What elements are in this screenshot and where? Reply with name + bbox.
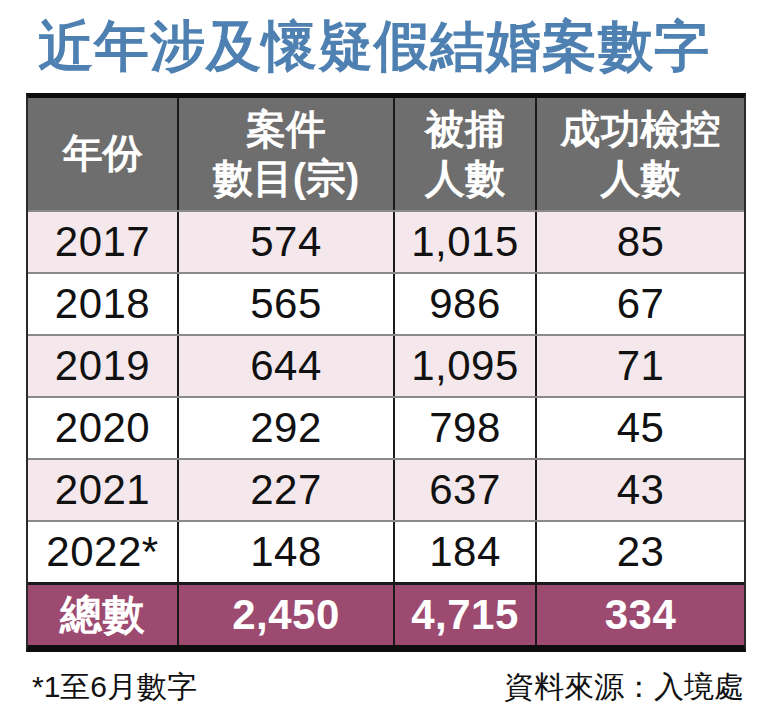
prosecuted-cell: 45 [537,398,744,458]
total-arrested: 4,715 [395,585,537,645]
infographic-page: 近年涉及懷疑假結婚案數字 年份 案件 數目(宗) 被捕 人數 成功檢控 人數 2… [0,0,772,720]
cases-cell: 565 [179,274,395,334]
table-row-2017: 2017 574 1,015 85 [28,210,744,272]
table-total-row: 總數 2,450 4,715 334 [28,582,744,645]
header-arrested: 被捕 人數 [395,98,537,210]
header-year-label: 年份 [63,129,143,178]
year-cell: 2021 [28,460,179,520]
cases-cell: 227 [179,460,395,520]
arrested-cell: 1,095 [395,336,537,396]
prosecuted-cell: 71 [537,336,744,396]
header-prosecuted-line2: 人數 [601,154,681,203]
prosecuted-cell: 85 [537,212,744,272]
cases-cell: 292 [179,398,395,458]
cases-cell: 644 [179,336,395,396]
table-header-row: 年份 案件 數目(宗) 被捕 人數 成功檢控 人數 [28,98,744,210]
header-arrested-line2: 人數 [425,154,505,203]
header-arrested-line1: 被捕 [425,105,505,154]
total-cases: 2,450 [179,585,395,645]
header-prosecuted: 成功檢控 人數 [537,98,744,210]
table-row-2021: 2021 227 637 43 [28,458,744,520]
header-cases: 案件 數目(宗) [179,98,395,210]
prosecuted-cell: 23 [537,522,744,582]
table-row-2022: 2022* 148 184 23 [28,520,744,582]
statistics-table: 年份 案件 數目(宗) 被捕 人數 成功檢控 人數 2017 574 1,015… [26,93,746,652]
arrested-cell: 798 [395,398,537,458]
table-row-2018: 2018 565 986 67 [28,272,744,334]
table-row-2019: 2019 644 1,095 71 [28,334,744,396]
year-cell: 2017 [28,212,179,272]
cases-cell: 148 [179,522,395,582]
arrested-cell: 1,015 [395,212,537,272]
table-row-2020: 2020 292 798 45 [28,396,744,458]
arrested-cell: 637 [395,460,537,520]
total-label: 總數 [28,585,179,645]
year-cell: 2022* [28,522,179,582]
year-cell: 2019 [28,336,179,396]
year-cell: 2018 [28,274,179,334]
header-cases-line1: 案件 [246,105,326,154]
header-prosecuted-line1: 成功檢控 [561,105,721,154]
header-cases-line2: 數目(宗) [213,154,360,203]
page-title: 近年涉及懷疑假結婚案數字 [0,0,772,81]
year-cell: 2020 [28,398,179,458]
prosecuted-cell: 43 [537,460,744,520]
source-text: 資料來源：入境處 [504,667,744,708]
total-prosecuted: 334 [537,585,744,645]
header-year: 年份 [28,98,179,210]
prosecuted-cell: 67 [537,274,744,334]
footnote-text: *1至6月數字 [32,667,197,708]
arrested-cell: 184 [395,522,537,582]
footer: *1至6月數字 資料來源：入境處 [0,652,772,708]
cases-cell: 574 [179,212,395,272]
arrested-cell: 986 [395,274,537,334]
